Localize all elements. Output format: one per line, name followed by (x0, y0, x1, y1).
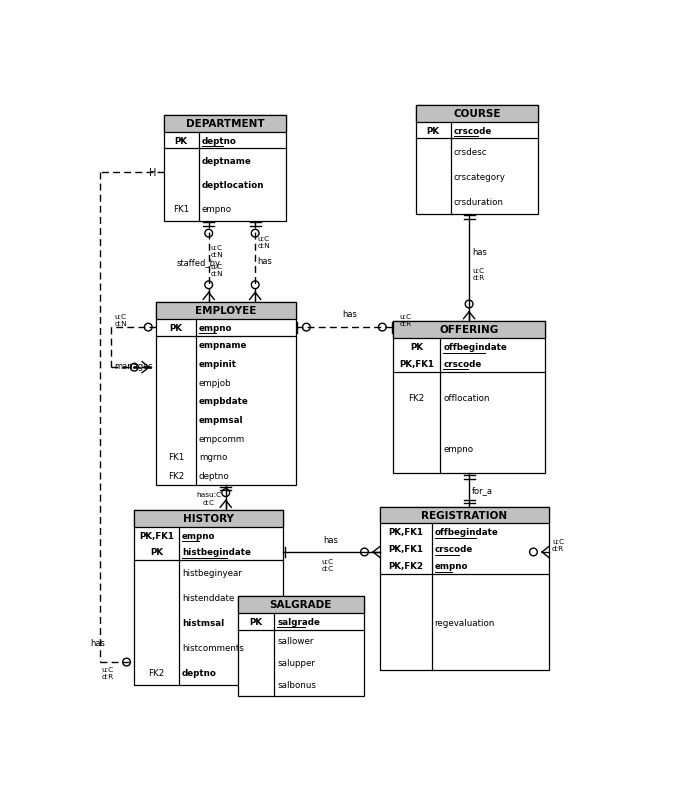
Text: deptno: deptno (199, 472, 230, 480)
Text: u:C
d:R: u:C d:R (472, 268, 484, 281)
Text: empbdate: empbdate (199, 397, 248, 406)
Text: empinit: empinit (199, 359, 237, 369)
Bar (164, 115, 286, 221)
Text: crscode: crscode (435, 545, 473, 553)
Text: regevaluation: regevaluation (435, 618, 495, 626)
Text: histenddate: histenddate (182, 593, 235, 602)
Text: empno: empno (199, 323, 233, 332)
Text: empno: empno (435, 561, 468, 570)
Text: EMPLOYEE: EMPLOYEE (195, 306, 257, 316)
Text: PK: PK (250, 617, 262, 626)
Text: deptno: deptno (182, 668, 217, 678)
Bar (380, 507, 549, 670)
Text: has: has (257, 257, 273, 266)
Text: hasu:C: hasu:C (196, 492, 221, 497)
Text: staffed_by: staffed_by (176, 258, 220, 268)
Text: histbegindate: histbegindate (182, 548, 251, 557)
Text: HISTORY: HISTORY (184, 513, 234, 524)
Text: histmsal: histmsal (182, 618, 224, 627)
Text: histbeginyear: histbeginyear (182, 569, 242, 577)
Bar (393, 322, 545, 338)
Text: deptno: deptno (201, 136, 237, 145)
Bar (238, 596, 364, 696)
Text: crscode: crscode (444, 359, 482, 368)
Text: PK: PK (169, 323, 182, 332)
Text: H: H (148, 168, 156, 177)
Text: has: has (342, 310, 357, 318)
Text: FK2: FK2 (408, 393, 425, 402)
Text: salupper: salupper (277, 658, 315, 667)
Text: crsdesc: crsdesc (453, 148, 487, 156)
Text: u:C
d:R: u:C d:R (400, 314, 412, 327)
Text: empcomm: empcomm (199, 434, 245, 444)
Text: empno: empno (182, 531, 215, 540)
Text: PK: PK (410, 342, 423, 351)
Text: crscode: crscode (453, 127, 492, 136)
Text: DEPARTMENT: DEPARTMENT (186, 119, 264, 129)
Text: empmsal: empmsal (199, 415, 244, 424)
Bar (380, 507, 549, 524)
Text: empno: empno (444, 444, 473, 453)
Text: u:C
d:N: u:C d:N (257, 236, 270, 249)
Text: empno: empno (201, 205, 232, 214)
Text: histcomments: histcomments (182, 643, 244, 653)
Bar (156, 302, 295, 485)
Text: PK: PK (175, 136, 188, 145)
Bar (415, 106, 538, 123)
Text: crsduration: crsduration (453, 197, 504, 207)
Text: d:C: d:C (202, 499, 215, 505)
Bar (415, 106, 538, 215)
Text: PK,FK1: PK,FK1 (388, 528, 423, 537)
Bar (135, 510, 283, 527)
Text: deptlocation: deptlocation (201, 181, 264, 190)
Text: has: has (90, 638, 105, 647)
Text: u:C
d:R: u:C d:R (552, 538, 564, 552)
Text: crscategory: crscategory (453, 172, 506, 181)
Text: mgrno: mgrno (199, 453, 227, 462)
Text: offbegindate: offbegindate (444, 342, 507, 351)
Text: u:C
d:R: u:C d:R (101, 666, 114, 679)
Text: PK,FK2: PK,FK2 (388, 561, 423, 570)
Text: offbegindate: offbegindate (435, 528, 498, 537)
Text: u:C
d:N: u:C d:N (210, 264, 223, 277)
Text: PK: PK (426, 127, 440, 136)
Text: sallower: sallower (277, 637, 313, 646)
Text: empname: empname (199, 341, 247, 350)
Text: FK1: FK1 (168, 453, 184, 462)
Text: salbonus: salbonus (277, 681, 316, 690)
Text: for_a: for_a (472, 485, 493, 495)
Text: PK,FK1: PK,FK1 (400, 359, 434, 368)
Text: PK: PK (150, 548, 163, 557)
Text: PK,FK1: PK,FK1 (388, 545, 423, 553)
Text: empjob: empjob (199, 379, 231, 387)
Text: REGISTRATION: REGISTRATION (422, 510, 508, 520)
Text: PK,FK1: PK,FK1 (139, 531, 174, 540)
Text: u:C
d:C: u:C d:C (322, 558, 333, 571)
Text: COURSE: COURSE (453, 109, 501, 119)
Text: FK2: FK2 (148, 668, 165, 678)
Text: has: has (472, 248, 487, 257)
Bar (393, 322, 545, 474)
Text: SALGRADE: SALGRADE (270, 600, 332, 610)
Bar (135, 510, 283, 686)
Text: manages: manages (114, 362, 153, 371)
Text: OFFERING: OFFERING (440, 325, 499, 335)
Text: FK1: FK1 (173, 205, 189, 214)
Bar (164, 115, 286, 132)
Text: u:C
d:N: u:C d:N (114, 314, 127, 327)
Bar (156, 302, 295, 319)
Text: offlocation: offlocation (444, 393, 490, 402)
Text: u:C
d:N: u:C d:N (210, 245, 223, 257)
Text: FK2: FK2 (168, 472, 184, 480)
Text: salgrade: salgrade (277, 617, 320, 626)
Bar (238, 596, 364, 613)
Text: has: has (324, 536, 339, 545)
Text: deptname: deptname (201, 157, 251, 166)
